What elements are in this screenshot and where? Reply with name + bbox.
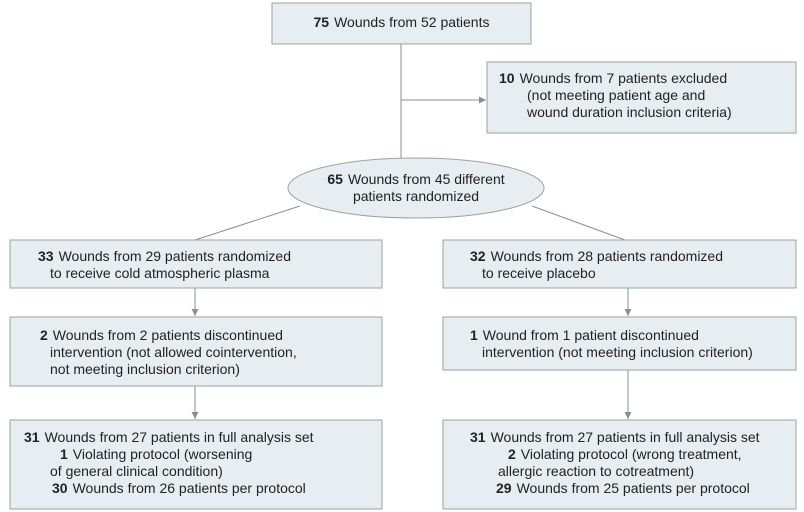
text-line: 30 Wounds from 26 patients per protocol <box>52 480 306 496</box>
text-line: allergic reaction to cotreatment) <box>498 463 694 479</box>
box <box>9 239 383 289</box>
description: Violating protocol (worsening <box>73 446 253 462</box>
text-line: not meeting inclusion criterion) <box>50 361 240 377</box>
count: 30 <box>52 480 68 496</box>
description: Wounds from 28 patients randomized <box>491 248 723 264</box>
text-line: 75 Wounds from 52 patients <box>314 14 490 30</box>
description: allergic reaction to cotreatment) <box>498 463 694 479</box>
node: 10 Wounds from 7 patients excluded(not me… <box>486 61 797 134</box>
description: Wounds from 27 patients in full analysis… <box>491 429 760 445</box>
count: 1 <box>60 446 68 462</box>
description: patients randomized <box>353 188 479 204</box>
text-line: 65 Wounds from 45 different <box>327 171 504 187</box>
text-line: (not meeting patient age and <box>527 87 705 103</box>
description: wound duration inclusion criteria) <box>526 104 732 120</box>
count: 1 <box>470 327 478 343</box>
node: 2 Wounds from 2 patients discontinuedinte… <box>9 316 383 387</box>
description: Wounds from 27 patients in full analysis… <box>45 429 314 445</box>
box <box>9 316 383 387</box>
box <box>442 239 797 289</box>
count: 31 <box>24 429 40 445</box>
count: 32 <box>470 248 486 264</box>
description: (not meeting patient age and <box>527 87 705 103</box>
description: Wounds from 45 different <box>348 171 505 187</box>
text-line: 32 Wounds from 28 patients randomized <box>470 248 723 264</box>
description: Violating protocol (wrong treatment, <box>521 446 742 462</box>
description: of general clinical condition) <box>50 463 223 479</box>
ellipse-box <box>287 157 545 219</box>
text-line: 31 Wounds from 27 patients in full analys… <box>470 429 760 445</box>
node: 75 Wounds from 52 patients <box>271 2 532 45</box>
text-line: wound duration inclusion criteria) <box>526 104 732 120</box>
description: intervention (not meeting inclusion crit… <box>482 344 753 360</box>
description: Wounds from 29 patients randomized <box>59 248 291 264</box>
connectors <box>191 44 632 419</box>
description: Wounds from 7 patients excluded <box>520 70 728 86</box>
text-line: patients randomized <box>353 188 479 204</box>
description: Wound from 1 patient discontinued <box>483 327 699 343</box>
text-line: to receive placebo <box>482 265 596 281</box>
node: 1 Wound from 1 patient discontinuedinterv… <box>442 316 797 371</box>
text-line: 1 Wound from 1 patient discontinued <box>470 327 699 343</box>
count: 2 <box>40 327 48 343</box>
text-line: to receive cold atmospheric plasma <box>50 265 270 281</box>
connector <box>194 205 301 241</box>
node: 31 Wounds from 27 patients in full analys… <box>442 419 797 510</box>
text-line: 2 Wounds from 2 patients discontinued <box>40 327 283 343</box>
box <box>271 2 532 45</box>
description: Wounds from 26 patients per protocol <box>73 480 306 496</box>
count: 29 <box>496 480 512 496</box>
text-line: 29 Wounds from 25 patients per protocol <box>496 480 750 496</box>
text-line: intervention (not allowed cointervention… <box>50 344 297 360</box>
count: 10 <box>499 70 515 86</box>
description: not meeting inclusion criterion) <box>50 361 240 377</box>
count: 65 <box>327 171 343 187</box>
text-line: 2 Violating protocol (wrong treatment, <box>508 446 742 462</box>
description: Wounds from 25 patients per protocol <box>517 480 750 496</box>
connector <box>531 205 626 241</box>
text-line: 33 Wounds from 29 patients randomized <box>38 248 291 264</box>
node: 31 Wounds from 27 patients in full analys… <box>9 419 383 510</box>
count: 31 <box>470 429 486 445</box>
text-line: 1 Violating protocol (worsening <box>60 446 252 462</box>
description: to receive cold atmospheric plasma <box>50 265 270 281</box>
description: Wounds from 52 patients <box>334 14 489 30</box>
count: 33 <box>38 248 54 264</box>
count: 75 <box>314 14 330 30</box>
description: Wounds from 2 patients discontinued <box>53 327 283 343</box>
box <box>9 419 383 510</box>
count: 2 <box>508 446 516 462</box>
text-line: intervention (not meeting inclusion crit… <box>482 344 753 360</box>
box <box>442 419 797 510</box>
box <box>486 61 797 134</box>
text-line: 31 Wounds from 27 patients in full analys… <box>24 429 314 445</box>
description: intervention (not allowed cointervention… <box>50 344 297 360</box>
text-line: of general clinical condition) <box>50 463 223 479</box>
box <box>442 316 797 371</box>
description: to receive placebo <box>482 265 596 281</box>
text-line: 10 Wounds from 7 patients excluded <box>499 70 727 86</box>
